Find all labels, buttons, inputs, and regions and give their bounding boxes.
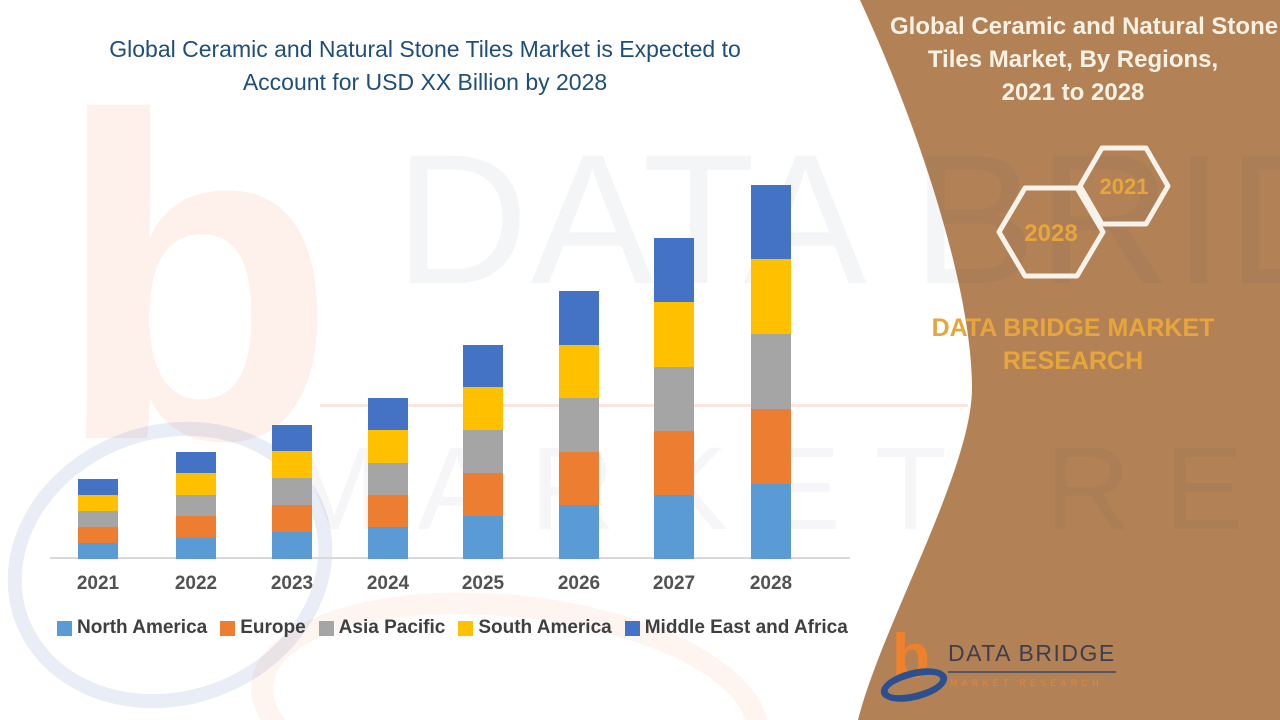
footer-logo: b DATA BRIDGE MARKET RESEARCH [877, 626, 1126, 712]
legend-item-europe: Europe [220, 617, 306, 639]
bar-segment-europe-2021 [78, 527, 118, 543]
legend-swatch-asia-pacific [318, 620, 334, 636]
legend-label-asia-pacific: Asia Pacific [338, 617, 446, 638]
logo-swoosh-icon [877, 662, 951, 708]
bar-segment-asia-pacific-2023 [272, 478, 312, 506]
hexagon-2021-label: 2021 [1100, 174, 1149, 199]
bar-segment-north-america-2026 [559, 505, 599, 559]
legend-item-middle-east-and-africa: Middle East and Africa [624, 617, 848, 639]
bar-segment-north-america-2028 [751, 484, 791, 559]
x-axis-line [50, 557, 850, 559]
bar-segment-north-america-2025 [463, 516, 503, 559]
legend-swatch-north-america [57, 620, 72, 636]
bar-segment-north-america-2022 [176, 537, 216, 559]
bar-segment-asia-pacific-2028 [751, 334, 791, 410]
legend-item-north-america: North America [57, 617, 207, 639]
x-axis-label-2021: 2021 [76, 573, 120, 594]
x-axis-label-2027: 2027 [652, 573, 696, 594]
bar-segment-europe-2022 [176, 516, 216, 538]
legend-swatch-south-america [458, 620, 474, 636]
bar-segment-south-america-2028 [751, 259, 791, 335]
panel-heading: Global Ceramic and Natural Stone Tiles M… [890, 10, 1279, 109]
bar-segment-south-america-2026 [559, 344, 599, 399]
bar-segment-europe-2028 [751, 409, 791, 485]
legend-label-middle-east-and-africa: Middle East and Africa [644, 617, 848, 638]
bar-segment-south-america-2022 [176, 473, 216, 495]
bar-segment-europe-2027 [654, 430, 694, 495]
bar-segment-middle-east-and-africa-2025 [463, 344, 503, 388]
bar-segment-asia-pacific-2024 [368, 462, 408, 495]
hexagon-2021-icon [1077, 145, 1171, 227]
legend-swatch-europe [220, 620, 236, 636]
watermark-underline [320, 404, 968, 407]
bar-segment-asia-pacific-2025 [463, 430, 503, 474]
chart-title-line2: Account for USD XX Billion by 2028 [242, 69, 608, 95]
legend-label-europe: Europe [240, 617, 306, 638]
panel-brand-line1: DATA BRIDGE MARKET [931, 314, 1215, 342]
hexagon-2028-label: 2028 [1024, 220, 1077, 247]
x-axis-label-2024: 2024 [366, 573, 410, 594]
bar-segment-south-america-2021 [78, 495, 118, 511]
x-axis-label-2025: 2025 [461, 573, 505, 594]
legend-item-south-america: South America [458, 617, 612, 639]
bar-segment-asia-pacific-2027 [654, 366, 694, 431]
legend-label-south-america: South America [478, 617, 612, 638]
legend-swatch-middle-east-and-africa [624, 620, 640, 636]
bar-segment-middle-east-and-africa-2028 [751, 184, 791, 260]
x-axis-label-2023: 2023 [270, 573, 314, 594]
bar-segment-asia-pacific-2026 [559, 398, 599, 452]
bar-segment-middle-east-and-africa-2024 [368, 398, 408, 431]
bar-segment-north-america-2023 [272, 532, 312, 559]
bar-segment-middle-east-and-africa-2022 [176, 451, 216, 474]
legend-item-asia-pacific: Asia Pacific [318, 617, 446, 639]
logo-wordmark: DATA BRIDGE [948, 640, 1116, 673]
bar-segment-south-america-2024 [368, 430, 408, 463]
bar-segment-south-america-2027 [654, 302, 694, 367]
bar-segment-middle-east-and-africa-2027 [654, 238, 694, 303]
bar-segment-europe-2026 [559, 451, 599, 506]
panel-heading-line2: Tiles Market, By Regions, [927, 46, 1219, 73]
logo-tagline: MARKET RESEARCH [950, 678, 1103, 688]
x-axis-label-2026: 2026 [557, 573, 601, 594]
panel-heading-line1: Global Ceramic and Natural Stone [890, 13, 1279, 40]
hexagon-badges: 2021 2028 [996, 145, 1171, 279]
chart-legend: North America Europe Asia Pacific South Ame… [57, 617, 848, 639]
chart-title-line1: Global Ceramic and Natural Stone Tiles M… [109, 36, 741, 62]
bar-segment-middle-east-and-africa-2023 [272, 424, 312, 452]
bar-segment-north-america-2024 [368, 526, 408, 559]
logo-b-icon: b [892, 622, 930, 691]
bar-segment-north-america-2021 [78, 543, 118, 559]
panel-heading-line3: 2021 to 2028 [1001, 79, 1145, 106]
x-axis-label-2028: 2028 [749, 573, 793, 594]
bar-segment-south-america-2023 [272, 451, 312, 479]
hexagon-2028-icon [996, 185, 1106, 279]
bar-segment-middle-east-and-africa-2026 [559, 291, 599, 345]
bar-segment-asia-pacific-2021 [78, 511, 118, 527]
panel-brand-line2: RESEARCH [1002, 347, 1144, 375]
bar-segment-europe-2023 [272, 505, 312, 533]
bar-segment-south-america-2025 [463, 387, 503, 431]
bar-segment-north-america-2027 [654, 494, 694, 559]
bar-segment-europe-2024 [368, 494, 408, 527]
bar-segment-asia-pacific-2022 [176, 494, 216, 517]
legend-label-north-america: North America [77, 617, 208, 638]
bar-segment-europe-2025 [463, 473, 503, 517]
x-axis-label-2022: 2022 [174, 573, 218, 594]
panel-brand-text: DATA BRIDGE MARKET RESEARCH [890, 312, 1256, 378]
chart-title: Global Ceramic and Natural Stone Tiles M… [50, 33, 800, 99]
bar-segment-middle-east-and-africa-2021 [78, 479, 118, 495]
